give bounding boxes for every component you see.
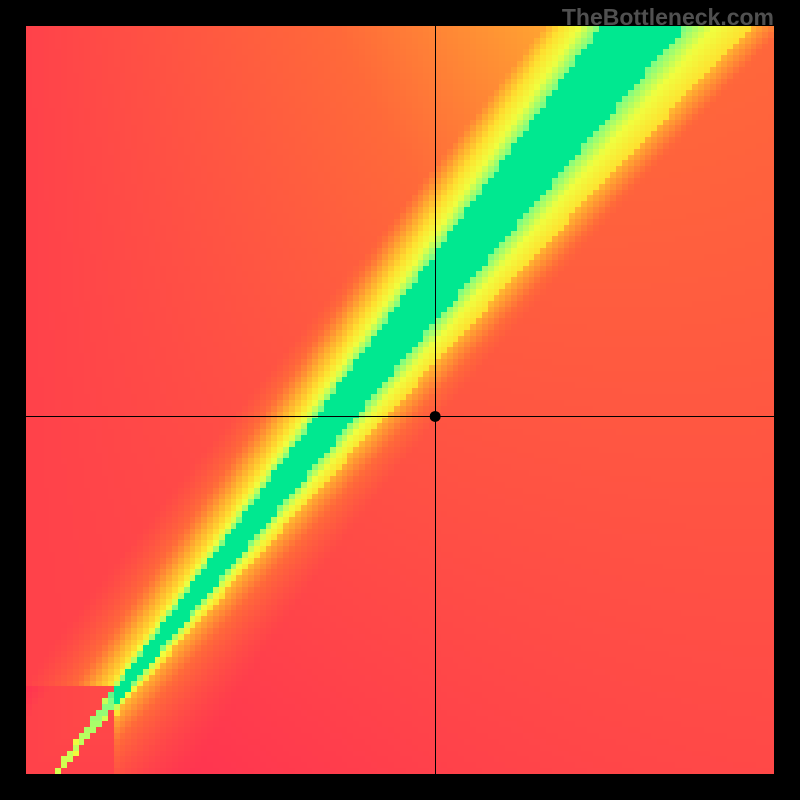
chart-container: { "watermark": { "text": "TheBottleneck.… — [0, 0, 800, 800]
watermark-text: TheBottleneck.com — [562, 4, 774, 31]
bottleneck-heatmap — [26, 26, 774, 774]
